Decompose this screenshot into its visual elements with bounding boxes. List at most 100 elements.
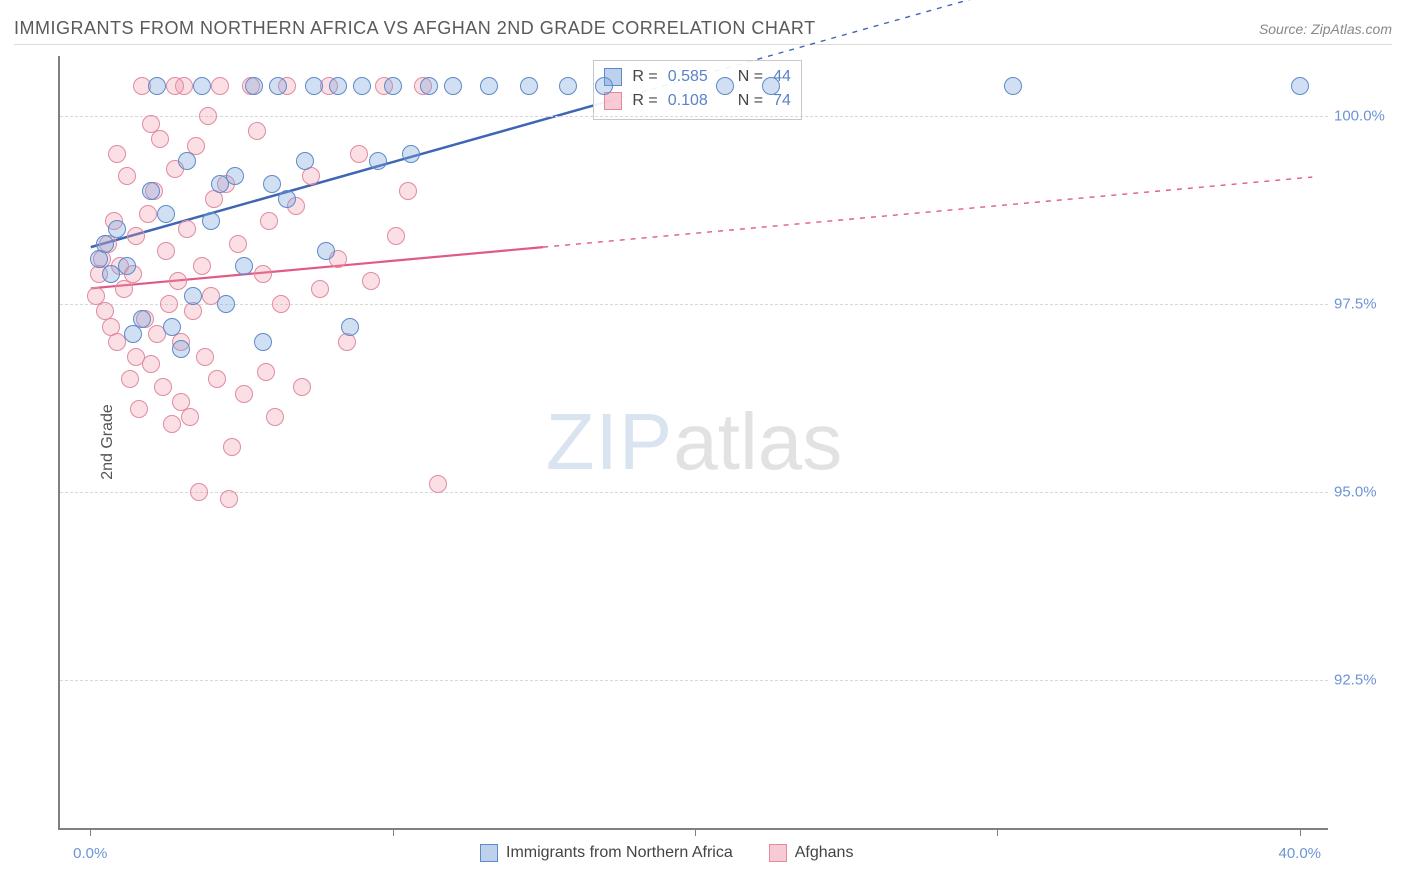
scatter-point-pink <box>362 272 380 290</box>
scatter-point-blue <box>369 152 387 170</box>
scatter-point-pink <box>211 77 229 95</box>
scatter-point-blue <box>520 77 538 95</box>
scatter-point-blue <box>245 77 263 95</box>
trend-lines-layer <box>60 56 1328 828</box>
y-tick-label: 92.5% <box>1334 671 1394 688</box>
scatter-point-pink <box>220 490 238 508</box>
watermark-atlas: atlas <box>673 397 842 486</box>
scatter-point-pink <box>254 265 272 283</box>
scatter-point-pink <box>118 167 136 185</box>
scatter-point-blue <box>296 152 314 170</box>
r-label: R = <box>632 89 657 113</box>
swatch-pink-icon <box>604 92 622 110</box>
scatter-point-blue <box>384 77 402 95</box>
r-value-pink: 0.108 <box>668 89 708 113</box>
x-tick <box>1300 828 1301 836</box>
scatter-point-pink <box>130 400 148 418</box>
plot-area: 2nd Grade ZIPatlas R = 0.585 N = 44 R = … <box>58 56 1328 830</box>
scatter-point-pink <box>166 77 184 95</box>
scatter-point-pink <box>229 235 247 253</box>
scatter-point-pink <box>181 408 199 426</box>
scatter-point-pink <box>208 370 226 388</box>
scatter-point-pink <box>293 378 311 396</box>
scatter-point-pink <box>163 415 181 433</box>
title-divider <box>14 44 1392 45</box>
scatter-point-blue <box>118 257 136 275</box>
scatter-point-blue <box>595 77 613 95</box>
scatter-point-blue <box>269 77 287 95</box>
scatter-point-pink <box>260 212 278 230</box>
n-label: N = <box>738 89 763 113</box>
y-axis-label: 2nd Grade <box>99 404 117 480</box>
scatter-point-pink <box>157 242 175 260</box>
scatter-point-pink <box>139 205 157 223</box>
x-tick <box>997 828 998 836</box>
scatter-point-pink <box>193 257 211 275</box>
gridline <box>60 116 1328 117</box>
scatter-point-blue <box>133 310 151 328</box>
scatter-point-pink <box>199 107 217 125</box>
scatter-point-pink <box>121 370 139 388</box>
watermark-zip: ZIP <box>546 397 673 486</box>
x-tick <box>90 828 91 836</box>
legend-item-blue: Immigrants from Northern Africa <box>480 844 733 862</box>
scatter-point-blue <box>202 212 220 230</box>
scatter-point-blue <box>444 77 462 95</box>
scatter-point-blue <box>480 77 498 95</box>
r-value-blue: 0.585 <box>668 65 708 89</box>
y-tick-label: 100.0% <box>1334 108 1394 125</box>
scatter-point-pink <box>169 272 187 290</box>
scatter-point-pink <box>160 295 178 313</box>
scatter-point-pink <box>178 220 196 238</box>
legend-label-pink: Afghans <box>795 844 854 862</box>
scatter-point-blue <box>1291 77 1309 95</box>
scatter-point-pink <box>257 363 275 381</box>
scatter-point-blue <box>762 77 780 95</box>
x-tick <box>393 828 394 836</box>
scatter-point-blue <box>341 318 359 336</box>
scatter-point-blue <box>226 167 244 185</box>
scatter-point-pink <box>127 348 145 366</box>
scatter-point-pink <box>108 145 126 163</box>
scatter-point-blue <box>716 77 734 95</box>
scatter-point-pink <box>429 475 447 493</box>
y-tick-label: 97.5% <box>1334 295 1394 312</box>
n-label: N = <box>738 65 763 89</box>
watermark: ZIPatlas <box>546 396 842 488</box>
source-name: ZipAtlas.com <box>1311 21 1392 37</box>
legend-item-pink: Afghans <box>769 844 854 862</box>
scatter-point-blue <box>254 333 272 351</box>
scatter-point-blue <box>178 152 196 170</box>
scatter-point-pink <box>223 438 241 456</box>
chart-title: IMMIGRANTS FROM NORTHERN AFRICA VS AFGHA… <box>14 18 816 39</box>
scatter-point-pink <box>311 280 329 298</box>
scatter-point-blue <box>148 77 166 95</box>
bottom-legend: Immigrants from Northern Africa Afghans <box>480 844 853 862</box>
scatter-point-blue <box>193 77 211 95</box>
stats-row-pink: R = 0.108 N = 74 <box>604 89 791 113</box>
scatter-point-blue <box>329 77 347 95</box>
scatter-point-blue <box>142 182 160 200</box>
scatter-point-pink <box>127 227 145 245</box>
scatter-point-blue <box>559 77 577 95</box>
scatter-point-pink <box>151 130 169 148</box>
y-tick-label: 95.0% <box>1334 483 1394 500</box>
scatter-point-pink <box>387 227 405 245</box>
scatter-point-pink <box>196 348 214 366</box>
r-label: R = <box>632 65 657 89</box>
scatter-point-pink <box>248 122 266 140</box>
gridline <box>60 680 1328 681</box>
source-label: Source: ZipAtlas.com <box>1259 21 1392 39</box>
scatter-point-blue <box>317 242 335 260</box>
gridline <box>60 492 1328 493</box>
scatter-point-blue <box>1004 77 1022 95</box>
scatter-point-pink <box>235 385 253 403</box>
scatter-point-pink <box>154 378 172 396</box>
scatter-point-blue <box>108 220 126 238</box>
x-tick-label-right: 40.0% <box>1278 845 1321 862</box>
scatter-point-blue <box>278 190 296 208</box>
scatter-point-blue <box>263 175 281 193</box>
swatch-blue-icon <box>480 844 498 862</box>
scatter-point-blue <box>96 235 114 253</box>
swatch-pink-icon <box>769 844 787 862</box>
